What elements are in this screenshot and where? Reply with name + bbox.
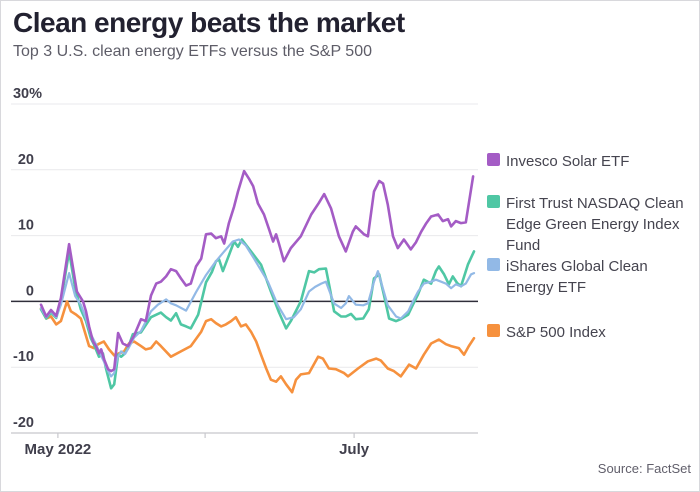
y-tick-label: 10 (18, 218, 34, 234)
page-title: Clean energy beats the market (13, 7, 405, 38)
y-tick-label: -10 (13, 349, 34, 365)
chart-legend: Invesco Solar ETF First Trust NASDAQ Clea… (487, 1, 693, 401)
legend-swatch-icon (487, 324, 500, 337)
legend-item: First Trust NASDAQ Clean Edge Green Ener… (487, 193, 693, 256)
y-tick-label: 30% (13, 86, 42, 102)
y-tick-label: 20 (18, 152, 34, 168)
series-line (39, 169, 475, 373)
legend-item: iShares Global Clean Energy ETF (487, 256, 693, 298)
legend-swatch-icon (487, 153, 500, 166)
y-tick-label: 0 (26, 283, 34, 299)
legend-label: First Trust NASDAQ Clean Edge Green Ener… (506, 195, 684, 254)
legend-item: S&P 500 Index (487, 322, 693, 343)
series-line (39, 238, 476, 390)
legend-label: S&P 500 Index (506, 324, 606, 341)
series-line (39, 238, 476, 378)
page-subtitle: Top 3 U.S. clean energy ETFs versus the … (13, 43, 372, 60)
x-tick-label: July (339, 441, 370, 458)
source-attribution: Source: FactSet (597, 461, 691, 476)
y-tick-label: -20 (13, 415, 34, 431)
legend-item: Invesco Solar ETF (487, 151, 693, 172)
legend-swatch-icon (487, 258, 500, 271)
legend-label: Invesco Solar ETF (506, 153, 630, 170)
legend-swatch-icon (487, 195, 500, 208)
x-tick-label: May 2022 (25, 441, 92, 458)
series-line (39, 300, 476, 394)
legend-label: iShares Global Clean Energy ETF (506, 258, 648, 296)
